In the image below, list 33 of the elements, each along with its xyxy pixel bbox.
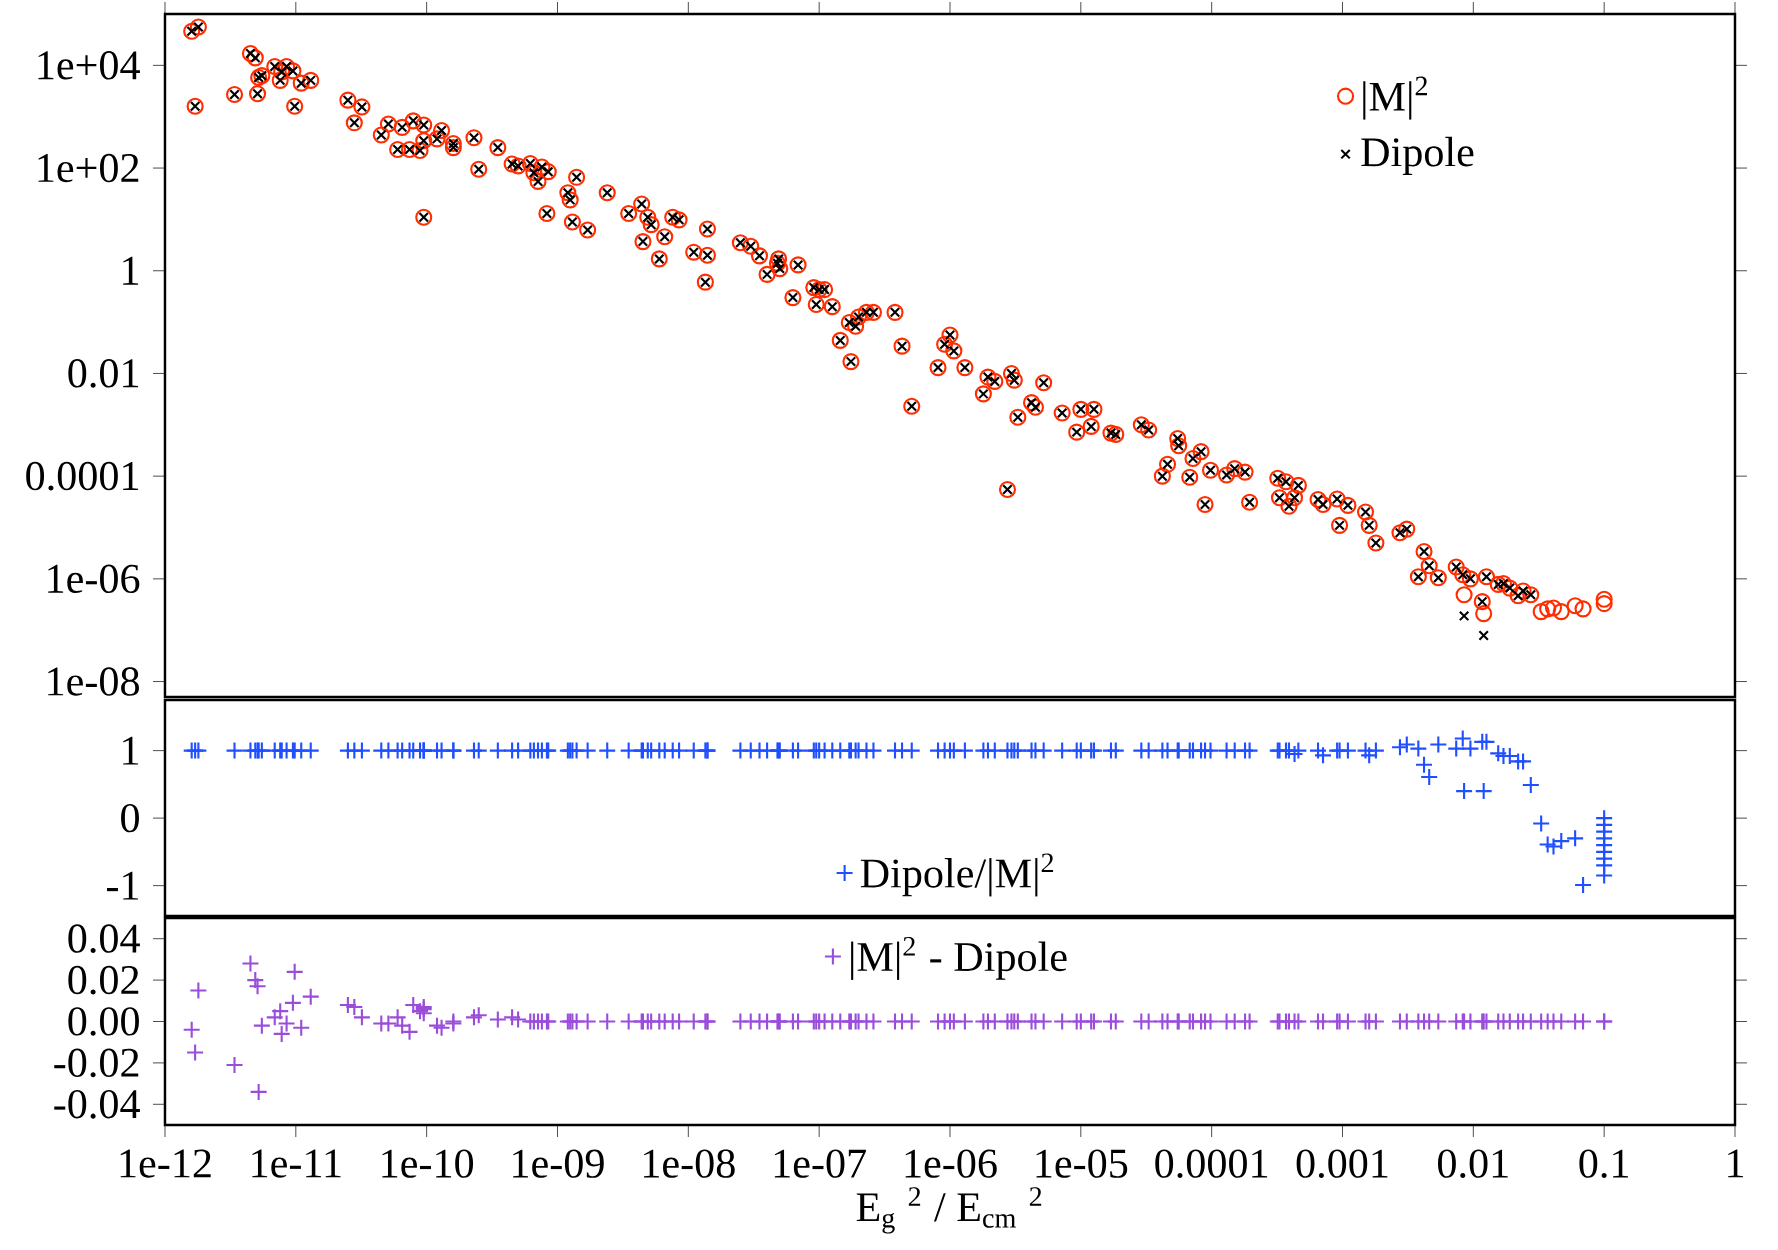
x-tick-label: 0.001 bbox=[1296, 1149, 1388, 1179]
y-tick-label: 0.02 bbox=[68, 965, 139, 995]
y-tick-label: 1e+04 bbox=[38, 51, 140, 80]
y-tick-label: -0.04 bbox=[54, 1089, 140, 1119]
x-tick-label: 1e-11 bbox=[252, 1149, 341, 1178]
legend-label: Dipole/|M|$^{2}$ bbox=[860, 853, 1054, 897]
y-tick-label: 1e-06 bbox=[48, 564, 140, 594]
x-tick-label: 0.1 bbox=[1579, 1149, 1629, 1179]
legend-label: |M|$^{2}$ bbox=[1363, 76, 1427, 120]
legend-label: Dipole bbox=[1361, 136, 1474, 176]
y-tick-label: 1e+02 bbox=[38, 153, 139, 183]
y-tick-label: 0.04 bbox=[68, 924, 140, 954]
x-tick-label: 1e-09 bbox=[513, 1149, 604, 1178]
y-tick-label: 0.00 bbox=[68, 1007, 139, 1036]
y-tick-label: 1 bbox=[123, 256, 139, 285]
x-tick-label: 1 bbox=[1728, 1149, 1744, 1178]
x-tick-label: 0.01 bbox=[1438, 1149, 1508, 1179]
y-tick-label: 1e-08 bbox=[48, 667, 139, 696]
y-tick-label: 1 bbox=[123, 736, 139, 765]
legend-label: |M|$^{2}$ - Dipole bbox=[851, 936, 1067, 980]
x-tick-label: 1e-05 bbox=[1036, 1149, 1128, 1178]
x-tick-label: 1e-07 bbox=[774, 1149, 866, 1178]
x-tick-label: 1e-10 bbox=[382, 1149, 474, 1178]
y-tick-label: -0.02 bbox=[54, 1048, 139, 1078]
y-tick-label: 0 bbox=[121, 803, 139, 833]
x-tick-label: 1e-12 bbox=[120, 1149, 211, 1178]
x-tick-label: 1e-08 bbox=[644, 1149, 735, 1178]
y-tick-label: 0.01 bbox=[68, 359, 139, 388]
x-axis-title: E$_{g}$ $^{2}$ / E$_{cm}$ 2 bbox=[856, 1187, 1042, 1234]
x-tick-label: 0.0001 bbox=[1155, 1149, 1268, 1179]
x-tick-label: 1e-06 bbox=[905, 1149, 997, 1178]
y-tick-label: -1 bbox=[106, 871, 139, 900]
y-tick-label: 0.0001 bbox=[26, 461, 139, 491]
